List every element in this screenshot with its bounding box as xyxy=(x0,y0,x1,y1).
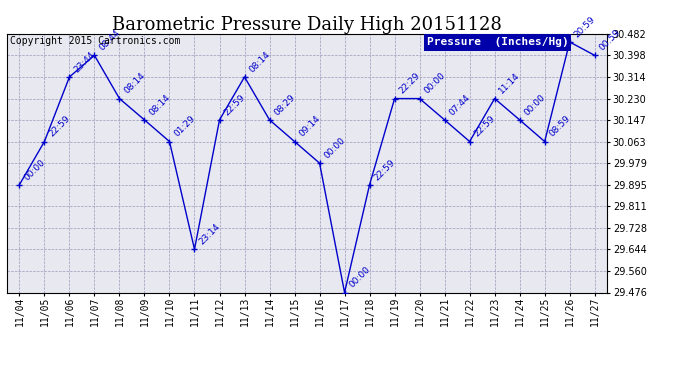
Text: 00:00: 00:00 xyxy=(347,265,372,290)
Text: 09:14: 09:14 xyxy=(297,114,322,139)
Text: 22:59: 22:59 xyxy=(473,114,497,139)
Text: 22:59: 22:59 xyxy=(47,114,72,139)
Text: 01:29: 01:29 xyxy=(172,114,197,139)
Text: 11:14: 11:14 xyxy=(497,71,522,96)
Text: 23:44: 23:44 xyxy=(72,50,97,74)
Text: 07:44: 07:44 xyxy=(447,93,472,117)
Text: 08:59: 08:59 xyxy=(547,114,572,139)
Text: 23:14: 23:14 xyxy=(197,222,221,246)
Text: 00:00: 00:00 xyxy=(522,93,547,117)
Text: 08:29: 08:29 xyxy=(273,93,297,117)
Text: 00:00: 00:00 xyxy=(322,136,347,160)
Text: 22:59: 22:59 xyxy=(373,158,397,182)
Text: 20:59: 20:59 xyxy=(573,15,597,39)
Text: 00:00: 00:00 xyxy=(422,71,447,96)
Text: 22:29: 22:29 xyxy=(397,71,422,96)
Text: 08:44: 08:44 xyxy=(97,28,121,53)
Text: 00:00: 00:00 xyxy=(22,157,47,182)
Text: 08:14: 08:14 xyxy=(147,93,172,117)
Title: Barometric Pressure Daily High 20151128: Barometric Pressure Daily High 20151128 xyxy=(112,16,502,34)
Text: 08:14: 08:14 xyxy=(122,71,147,96)
Text: Copyright 2015 Cartronics.com: Copyright 2015 Cartronics.com xyxy=(10,36,180,46)
Text: 22:59: 22:59 xyxy=(222,93,247,117)
Text: 08:14: 08:14 xyxy=(247,50,272,74)
Text: 00:59: 00:59 xyxy=(598,28,622,53)
